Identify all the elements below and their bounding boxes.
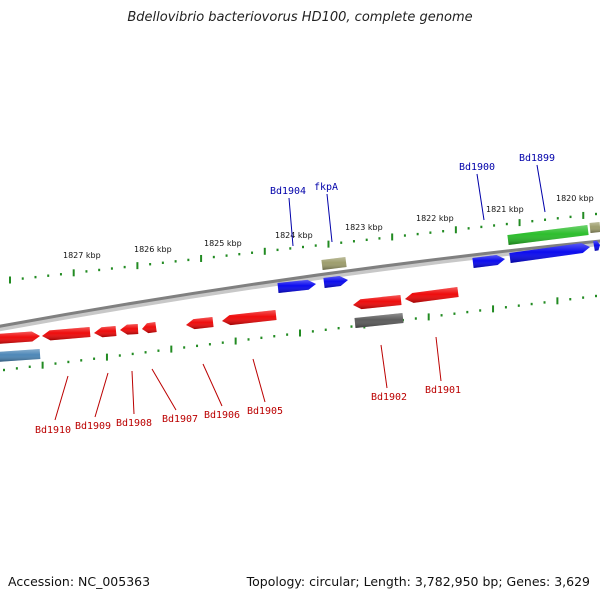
leader-line (326, 193, 333, 243)
feature-steelblue-shade (0, 349, 41, 362)
gene-bd1905 (222, 310, 277, 326)
gene-bd1909-shade (94, 326, 117, 338)
leader-line (288, 197, 294, 247)
feature-green-shade (507, 225, 589, 245)
gene-edge-reverse-shade (0, 331, 40, 344)
gene-bd1906 (186, 317, 214, 330)
gene-bd1900-shade (472, 255, 505, 268)
feature-pseudo-1 (321, 257, 347, 270)
leader-line (536, 164, 546, 213)
scale-label: 1821 kbp (486, 205, 524, 214)
leader-line (131, 370, 135, 415)
scale-label: 1824 kbp (275, 231, 313, 240)
gene-bd1905-shade (222, 310, 277, 326)
gene-bd1902 (353, 295, 402, 310)
leader-line (202, 363, 223, 407)
leader-line (54, 375, 69, 421)
scale-label: 1825 kbp (204, 239, 242, 248)
label-leaders (54, 164, 546, 421)
gene-bd1904 (277, 279, 316, 293)
gene-fkpa-shade (323, 276, 348, 288)
gene-fkpa (323, 276, 348, 288)
feature-green (507, 225, 589, 245)
feature-pseudo-2-shade (589, 222, 600, 233)
gene-bd1899-shade (509, 243, 590, 263)
feature-pseudo-1-shade (321, 257, 347, 270)
forward-gene-label: Bd1904 (270, 186, 306, 197)
reverse-gene-label: Bd1910 (35, 425, 71, 436)
gene-bd1902-shade (353, 295, 402, 310)
scale-label: 1822 kbp (416, 214, 454, 223)
leader-line (252, 358, 266, 403)
genome-summary: Topology: circular; Length: 3,782,950 bp… (246, 574, 590, 589)
scale-label: 1826 kbp (134, 245, 172, 254)
gene-bd1899 (509, 243, 590, 263)
feature-grey (354, 313, 404, 328)
reverse-gene-label: Bd1909 (75, 421, 111, 432)
gene-edge-reverse (0, 331, 40, 344)
reverse-gene-label: Bd1905 (247, 406, 283, 417)
leader-line (151, 368, 177, 411)
gene-edge-forward (593, 240, 600, 251)
reverse-gene-label: Bd1901 (425, 385, 461, 396)
leader-line (476, 173, 485, 221)
outer-tick-track (9, 211, 597, 284)
gene-bd1904-shade (277, 279, 316, 293)
scale-label: 1827 kbp (63, 251, 101, 260)
gene-features (0, 222, 600, 362)
reverse-gene-label: Bd1906 (204, 410, 240, 421)
gene-bd1910 (42, 327, 91, 341)
gene-bd1906-shade (186, 317, 214, 330)
scale-label: 1820 kbp (556, 194, 594, 203)
reverse-gene-label: Bd1908 (116, 418, 152, 429)
feature-pseudo-2 (589, 222, 600, 233)
inner-tick-track (3, 294, 597, 372)
gene-bd1907 (142, 322, 157, 334)
gene-bd1907-shade (142, 322, 157, 334)
reverse-gene-label: Bd1902 (371, 392, 407, 403)
leader-line (94, 372, 109, 418)
scale-label: 1823 kbp (345, 223, 383, 232)
map-title: Bdellovibrio bacteriovorus HD100, comple… (127, 10, 473, 25)
leader-line (435, 336, 442, 382)
gene-bd1901 (405, 287, 459, 303)
gene-bd1901-shade (405, 287, 459, 303)
gene-bd1900 (472, 255, 505, 268)
gene-bd1908-shade (120, 324, 139, 335)
gene-edge-forward-shade (593, 240, 600, 251)
forward-gene-label: fkpA (314, 182, 338, 193)
accession-text: Accession: NC_005363 (8, 574, 151, 589)
leader-line (380, 344, 388, 389)
reverse-gene-label: Bd1907 (162, 414, 198, 425)
gene-bd1909 (94, 326, 117, 338)
gene-bd1910-shade (42, 327, 91, 341)
feature-grey-shade (354, 313, 404, 328)
backbone-line (0, 239, 600, 328)
forward-gene-label: Bd1900 (459, 162, 495, 173)
forward-gene-label: Bd1899 (519, 153, 555, 164)
gene-bd1908 (120, 324, 139, 335)
feature-steelblue (0, 349, 41, 362)
scale-labels: 1827 kbp 1826 kbp 1825 kbp 1824 kbp 1823 kbp… (63, 194, 594, 260)
gene-labels: Bd1904 fkpA Bd1900 Bd1899 Bd1910 Bd1909 Bd1908… (35, 153, 555, 436)
